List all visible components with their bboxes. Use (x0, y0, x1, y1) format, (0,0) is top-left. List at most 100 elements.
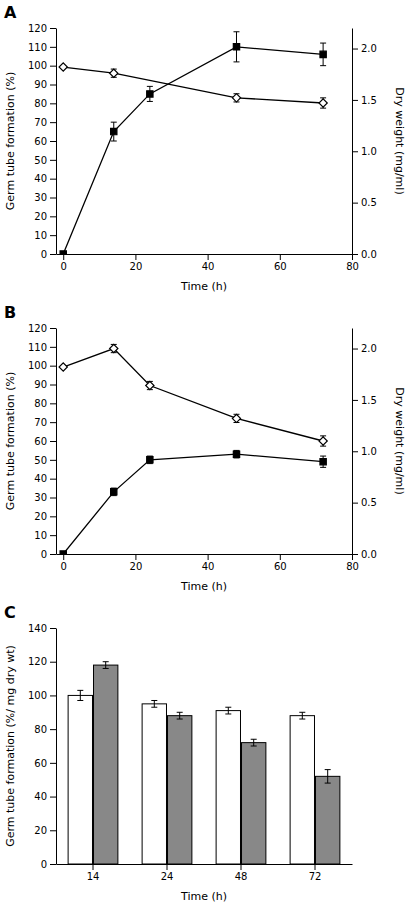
error-bar-cap (320, 43, 326, 44)
tick: 90 (34, 379, 56, 390)
tick-mark (241, 864, 242, 870)
y2-axis-title: Dry weight (mg/ml) (393, 387, 406, 494)
tick-mark (50, 628, 56, 629)
tick: 1.5 (352, 395, 377, 406)
tick: 50 (34, 155, 56, 166)
tick: 20 (34, 211, 56, 222)
marker (111, 489, 117, 495)
tick-label: 40 (34, 791, 47, 802)
y-axis: 0102030405060708090100110120 (28, 23, 57, 260)
tick-label: 60 (34, 136, 47, 147)
axis-line (352, 329, 353, 555)
tick-label: 48 (235, 871, 248, 882)
error-bar-cap (233, 61, 239, 62)
tick-mark (50, 347, 56, 348)
tick-mark (50, 103, 56, 104)
bar (94, 665, 118, 864)
error-bar-stem (80, 690, 81, 700)
tick: 80 (346, 554, 359, 572)
marker (60, 551, 66, 554)
error-bar-cap (103, 668, 109, 669)
tick: 72 (309, 864, 322, 882)
tick: 0.5 (352, 197, 377, 208)
marker (59, 63, 67, 71)
bar (242, 743, 266, 864)
tick-label: 20 (34, 211, 47, 222)
tick-label: 80 (346, 561, 359, 572)
error-bar (151, 700, 157, 707)
y-axis-title: Germ tube formation (%/ mg dry wt) (4, 645, 17, 847)
tick-mark (50, 662, 56, 663)
tick: 1.5 (352, 95, 377, 106)
tick-mark (208, 254, 209, 260)
tick-mark (50, 385, 56, 386)
marker (111, 128, 117, 134)
tick: 120 (28, 323, 56, 334)
error-bar-cap (111, 122, 117, 123)
tick: 20 (130, 554, 143, 572)
tick-label: 30 (34, 192, 47, 203)
marker (146, 381, 154, 389)
error-bar-cap (151, 700, 157, 701)
error-bar-cap (111, 141, 117, 142)
tick-label: 140 (28, 623, 47, 634)
tick-mark (50, 498, 56, 499)
error-bar-cap (233, 31, 239, 32)
tick-label: 120 (28, 23, 47, 34)
tick: 70 (34, 417, 56, 428)
tick: 60 (34, 436, 56, 447)
error-bar-cap (251, 746, 257, 747)
marker (319, 437, 327, 445)
tick-mark (50, 28, 56, 29)
tick-label: 20 (130, 261, 143, 272)
tick-label: 1.0 (361, 446, 377, 457)
error-bar (111, 122, 117, 141)
tick-mark (135, 554, 136, 560)
tick: 100 (28, 60, 56, 71)
error-bar (251, 739, 257, 746)
tick-label: 0 (61, 261, 67, 272)
error-bar (233, 32, 239, 62)
axis-line (56, 629, 57, 865)
tick: 120 (28, 23, 56, 34)
line (63, 349, 323, 441)
line (63, 47, 323, 254)
line-series (59, 63, 327, 108)
tick: 80 (34, 398, 56, 409)
tick: 40 (34, 173, 56, 184)
line-series (59, 344, 327, 446)
tick-mark (352, 49, 358, 50)
error-bar (147, 456, 153, 464)
tick-label: 2.0 (361, 43, 377, 54)
tick-mark (50, 85, 56, 86)
error-bar (225, 707, 231, 714)
tick-label: 120 (28, 323, 47, 334)
error-bar-cap (77, 690, 83, 691)
error-bar-stem (327, 770, 328, 783)
tick-mark (50, 535, 56, 536)
bar (290, 716, 314, 864)
tick-label: 20 (34, 825, 47, 836)
tick-label: 110 (28, 342, 47, 353)
plot-area (68, 662, 340, 864)
bar (168, 716, 192, 864)
tick: 0 (61, 554, 67, 572)
error-bar-cap (325, 783, 331, 784)
tick-mark (50, 695, 56, 696)
error-bar (77, 690, 83, 700)
tick-mark (50, 66, 56, 67)
tick-mark (50, 729, 56, 730)
tick: 24 (161, 864, 174, 882)
tick-mark (280, 254, 281, 260)
tick-label: 30 (34, 492, 47, 503)
tick-label: 0 (41, 549, 47, 560)
y-axis: 020406080100120140 (28, 623, 57, 870)
tick: 20 (34, 825, 56, 836)
tick-label: 80 (34, 724, 47, 735)
tick-mark (50, 179, 56, 180)
error-bar (325, 770, 331, 783)
tick-label: 100 (28, 690, 47, 701)
tick: 90 (34, 79, 56, 90)
tick: 80 (34, 98, 56, 109)
tick-label: 72 (309, 871, 322, 882)
